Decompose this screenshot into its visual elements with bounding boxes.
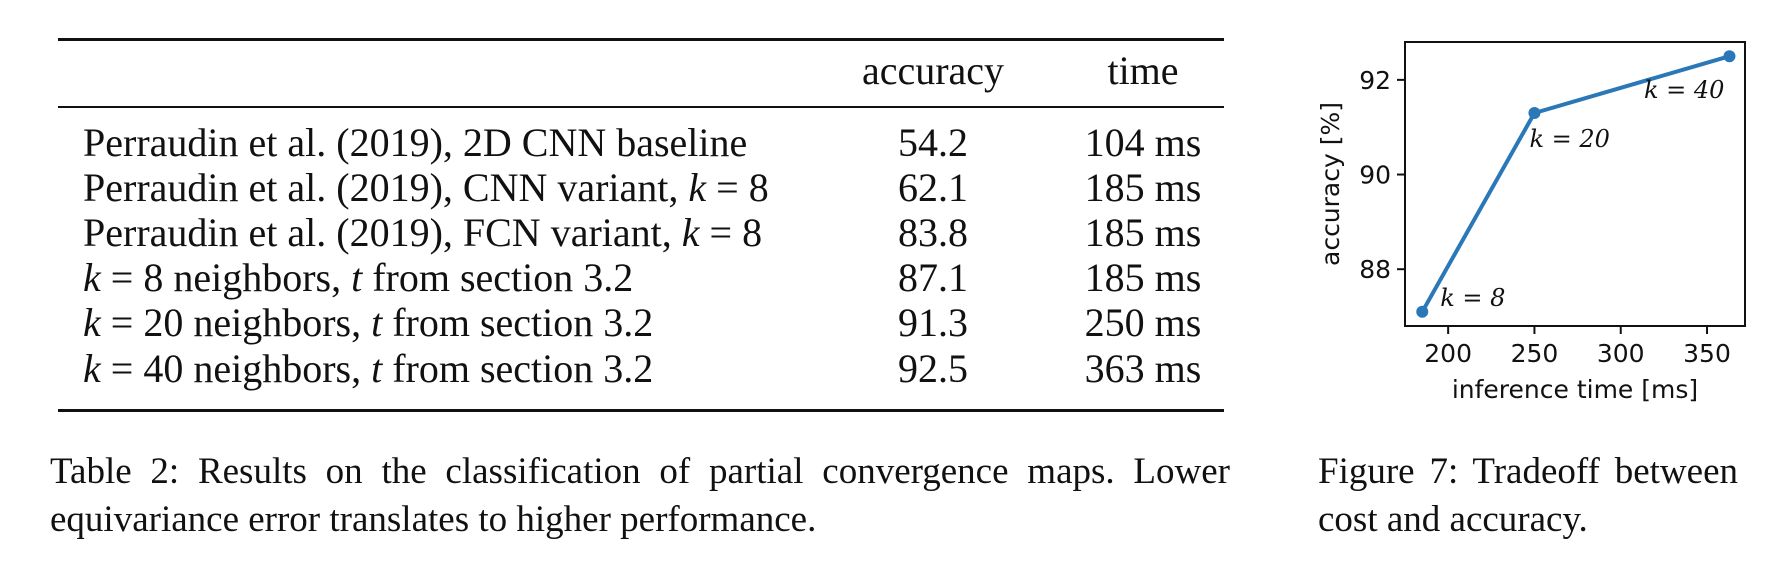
y-tick-label: 92: [1359, 66, 1391, 95]
row-time: 363 ms: [1084, 346, 1202, 391]
row-method: k = 8 neighbors, t from section 3.2: [83, 255, 634, 300]
y-tick-label: 88: [1359, 255, 1391, 284]
row-method: Perraudin et al. (2019), FCN variant, k …: [83, 210, 763, 255]
table-row: Perraudin et al. (2019), 2D CNN baseline…: [58, 120, 1224, 166]
x-tick-label: 200: [1424, 339, 1472, 368]
point-annotation: k = 40: [1644, 76, 1724, 104]
row-time: 104 ms: [1084, 120, 1202, 165]
table-bottom-rule: [58, 409, 1224, 412]
row-method: Perraudin et al. (2019), 2D CNN baseline: [83, 120, 748, 165]
series-points: [1416, 50, 1736, 318]
header-time: time: [1107, 48, 1179, 93]
row-time: 185 ms: [1084, 165, 1202, 210]
data-point: [1528, 107, 1541, 119]
header-accuracy: accuracy: [861, 48, 1005, 93]
figure-caption: Figure 7: Tradeoff between cost and accu…: [1318, 451, 1738, 540]
x-ticks: 200 250 300 350: [1424, 326, 1731, 368]
row-time: 250 ms: [1084, 300, 1202, 345]
row-accuracy: 62.1: [898, 165, 968, 210]
table-row: Perraudin et al. (2019), FCN variant, k …: [58, 210, 1224, 256]
tradeoff-chart: 200 250 300 350 88 90 92 k = 8 k = 20 k = 40 in…: [1300, 20, 1760, 420]
x-tick-label: 350: [1683, 339, 1731, 368]
point-annotation: k = 20: [1529, 125, 1609, 153]
plot-frame: [1404, 41, 1746, 327]
row-accuracy: 54.2: [898, 120, 968, 165]
table-header-rule: [58, 106, 1224, 108]
row-accuracy: 87.1: [898, 255, 968, 300]
row-accuracy: 92.5: [898, 346, 968, 391]
row-time: 185 ms: [1084, 255, 1202, 300]
row-time: 185 ms: [1084, 210, 1202, 255]
data-point: [1416, 305, 1429, 318]
table-row: Perraudin et al. (2019), CNN variant, k …: [58, 165, 1224, 211]
point-annotations: k = 8 k = 20 k = 40: [1440, 76, 1724, 312]
y-axis-label: accuracy [%]: [1316, 102, 1345, 266]
row-accuracy: 91.3: [898, 300, 968, 345]
y-tick-label: 90: [1359, 161, 1391, 190]
y-ticks: 88 90 92: [1359, 66, 1405, 284]
table-caption: Table 2: Results on the classification o…: [50, 451, 1230, 540]
x-tick-label: 250: [1511, 339, 1559, 368]
chart-svg: 200 250 300 350 88 90 92 k = 8 k = 20 k = 40 in…: [1316, 41, 1746, 404]
x-tick-label: 300: [1597, 339, 1645, 368]
row-method: Perraudin et al. (2019), CNN variant, k …: [83, 165, 769, 210]
row-accuracy: 83.8: [898, 210, 968, 255]
table-row: k = 8 neighbors, t from section 3.2 87.1…: [58, 255, 1224, 301]
row-method: k = 40 neighbors, t from section 3.2: [83, 346, 654, 391]
x-axis-label: inference time [ms]: [1452, 375, 1698, 404]
table-top-rule: [58, 38, 1224, 41]
data-point: [1723, 50, 1736, 63]
point-annotation: k = 8: [1440, 284, 1505, 312]
table-row: k = 40 neighbors, t from section 3.2 92.…: [58, 346, 1224, 392]
table-row: k = 20 neighbors, t from section 3.2 91.…: [58, 300, 1224, 346]
row-method: k = 20 neighbors, t from section 3.2: [83, 300, 654, 345]
